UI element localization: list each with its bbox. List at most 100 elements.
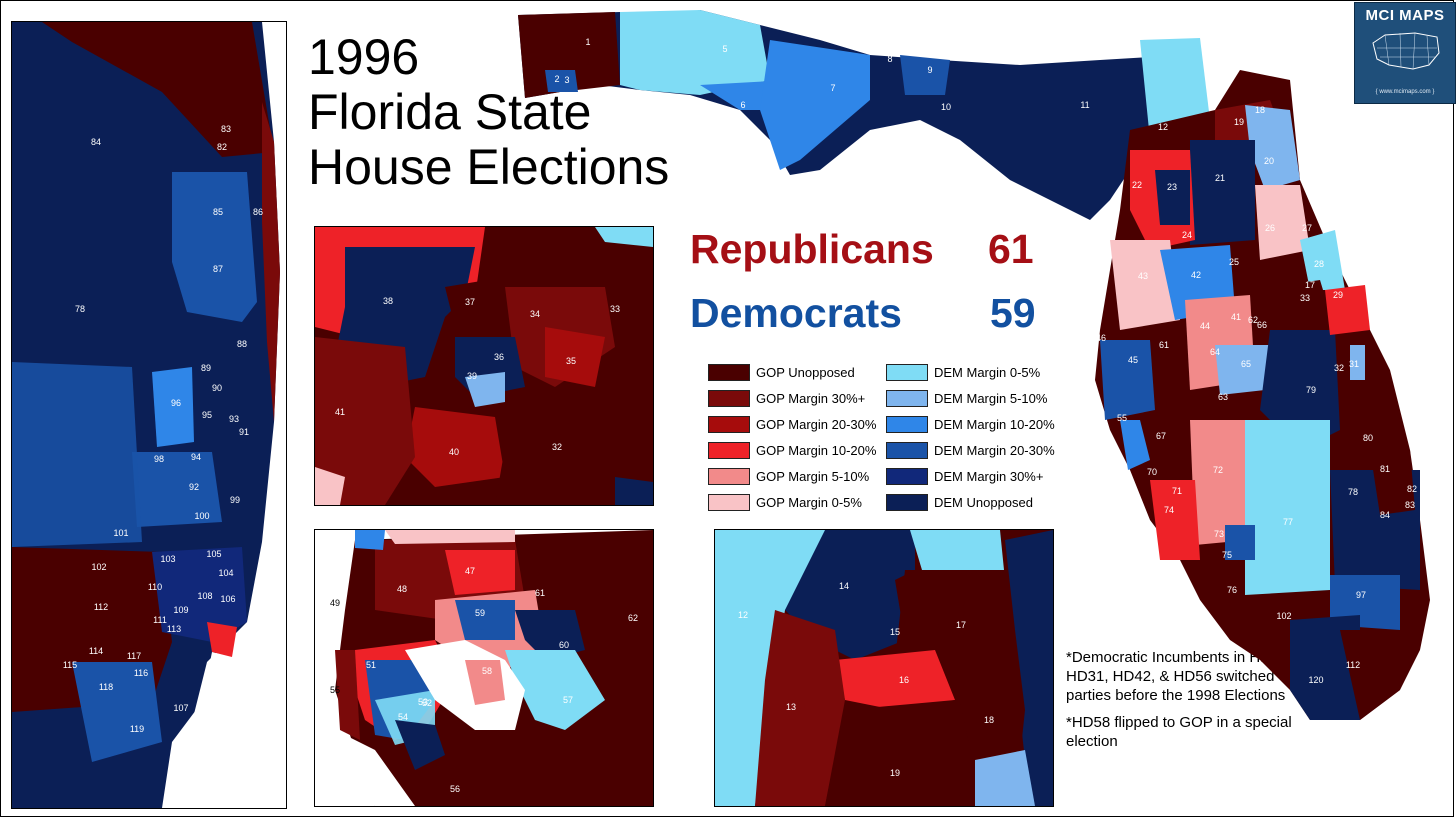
district-label: 54 <box>398 712 408 722</box>
tampa-bay-inset: 47 48 49 50 51 52 53 54 55 56 57 58 59 60 61 62 <box>314 529 654 807</box>
district-label: 61 <box>535 588 545 598</box>
district-label: 107 <box>173 703 188 713</box>
legend-swatch <box>708 389 750 407</box>
logo-url: { www.mcimaps.com } <box>1375 89 1435 95</box>
district-label: 16 <box>899 675 909 685</box>
district-label: 17 <box>956 620 966 630</box>
district-label: 62 <box>628 613 638 623</box>
footnote-party-switch: *Democratic Incumbents in HD5, HD31, HD4… <box>1066 649 1286 704</box>
district-label: 50 <box>419 663 429 673</box>
legend-item: GOP Margin 10-20% <box>708 440 876 460</box>
district-label: 82 <box>217 142 227 152</box>
district-label: 14 <box>839 581 849 591</box>
district-label: 102 <box>91 562 106 572</box>
district-label: 96 <box>171 398 181 408</box>
district-label: 101 <box>113 528 128 538</box>
district-label: 55 <box>330 685 340 695</box>
district-label: 84 <box>91 137 101 147</box>
district-label: 51 <box>366 660 376 670</box>
district-label: 92 <box>189 482 199 492</box>
legend-label: GOP Margin 0-5% <box>756 494 862 510</box>
district-label: 103 <box>160 554 175 564</box>
legend-swatch <box>886 441 928 459</box>
legend-swatch <box>708 415 750 433</box>
legend-label: GOP Margin 30%+ <box>756 390 866 406</box>
title-year: 1996 <box>308 29 420 85</box>
district-label: 52 <box>422 698 432 708</box>
orlando-map: 32 33 34 35 36 37 38 39 40 41 <box>315 227 653 505</box>
district-label: 115 <box>63 660 77 670</box>
democrats-label: Democrats <box>690 290 902 336</box>
district-label: 114 <box>89 646 103 656</box>
legend-label: GOP Unopposed <box>756 364 855 380</box>
legend-label: DEM Unopposed <box>934 494 1033 510</box>
district-label: 90 <box>212 383 222 393</box>
district-label: 116 <box>134 668 148 678</box>
map-title: 1996 Florida State House Elections <box>308 30 669 195</box>
district-label: 85 <box>213 207 223 217</box>
district-label: 119 <box>130 724 144 734</box>
democrats-seats: 59 <box>990 290 1036 336</box>
footnotes: *Democratic Incumbents in HD5, HD31, HD4… <box>1066 648 1306 759</box>
district-label: 60 <box>559 640 569 650</box>
district-label: 108 <box>197 591 212 601</box>
district-label: 94 <box>191 452 201 462</box>
district-label: 35 <box>566 356 576 366</box>
district-label: 104 <box>218 568 233 578</box>
district-label: 40 <box>449 447 459 457</box>
district-label: 98 <box>154 454 164 464</box>
district-label: 111 <box>153 615 167 625</box>
legend-label: DEM Margin 5-10% <box>934 390 1048 406</box>
legend-item: DEM Margin 5-10% <box>886 388 1047 408</box>
district-label: 19 <box>890 768 900 778</box>
legend-swatch <box>708 363 750 381</box>
legend-label: DEM Margin 10-20% <box>934 416 1055 432</box>
district-label: 32 <box>552 442 562 452</box>
district-label: 91 <box>239 427 249 437</box>
legend-item: DEM Margin 0-5% <box>886 362 1040 382</box>
legend-item: DEM Margin 10-20% <box>886 414 1055 434</box>
footnote-special-election: *HD58 flipped to GOP in a special electi… <box>1066 714 1292 750</box>
district-label: 56 <box>450 784 460 794</box>
district-label: 87 <box>213 264 223 274</box>
republicans-seats: 61 <box>988 226 1034 272</box>
legend-swatch <box>886 363 928 381</box>
legend-label: DEM Margin 30%+ <box>934 468 1044 484</box>
district-label: 47 <box>465 566 475 576</box>
district-label: 78 <box>75 304 85 314</box>
legend-label: GOP Margin 20-30% <box>756 416 877 432</box>
district-label: 93 <box>229 414 239 424</box>
legend-item: GOP Margin 5-10% <box>708 466 869 486</box>
district-label: 48 <box>397 584 407 594</box>
legend-item: GOP Margin 30%+ <box>708 388 865 408</box>
legend-label: DEM Margin 0-5% <box>934 364 1041 380</box>
republicans-label: Republicans <box>690 226 934 272</box>
district-label: 38 <box>383 296 393 306</box>
district-label: 117 <box>127 651 141 661</box>
district-label: 110 <box>148 582 162 592</box>
district-label: 58 <box>482 666 492 676</box>
district-label: 37 <box>465 297 475 307</box>
mci-maps-logo: MCI MAPS { www.mcimaps.com } <box>1354 2 1456 104</box>
district-label: 41 <box>335 407 345 417</box>
district-label: 57 <box>563 695 573 705</box>
legend-swatch <box>886 493 928 511</box>
southeast-florida-inset: 78 82 83 84 85 86 87 88 89 90 91 92 93 94 95 96 98 99 100 1… <box>11 21 287 809</box>
legend-swatch <box>708 493 750 511</box>
district-label: 59 <box>475 608 485 618</box>
district-label: 36 <box>494 352 504 362</box>
district-label: 15 <box>890 627 900 637</box>
legend-item: DEM Unopposed <box>886 492 1033 512</box>
district-label: 100 <box>194 511 209 521</box>
district-label: 112 <box>94 602 108 612</box>
district-label: 86 <box>253 207 263 217</box>
district-label: 33 <box>610 304 620 314</box>
legend-label: GOP Margin 10-20% <box>756 442 877 458</box>
legend-swatch <box>708 441 750 459</box>
logo-brand: MCI MAPS <box>1365 7 1445 24</box>
legend-item: GOP Unopposed <box>708 362 855 382</box>
legend-item: GOP Margin 20-30% <box>708 414 876 434</box>
